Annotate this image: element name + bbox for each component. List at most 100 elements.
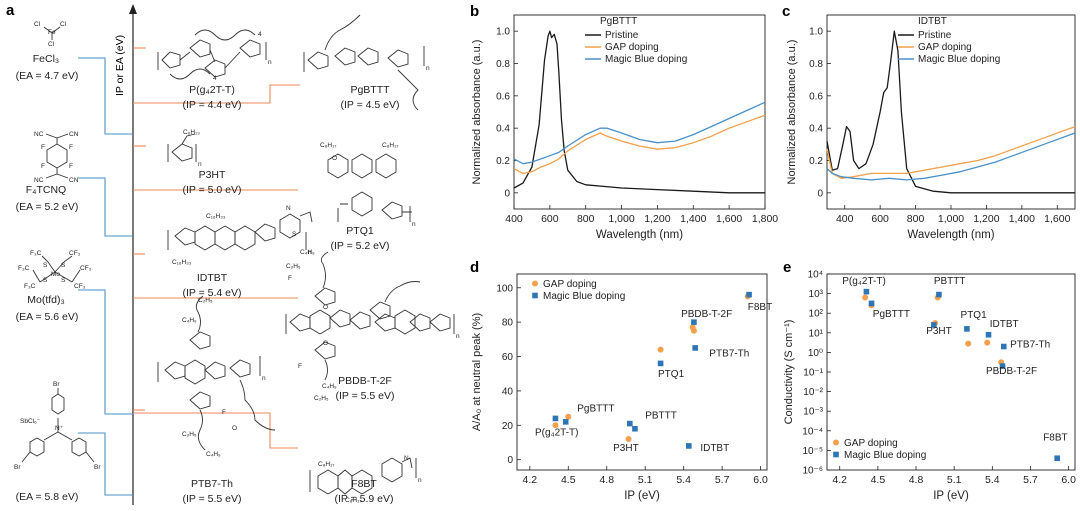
legend-entry: Pristine	[918, 30, 952, 41]
atom-label: S	[61, 277, 66, 284]
x-tick-label: 5.7	[1023, 474, 1038, 486]
dopant-name-fecl3: FeCl₃	[33, 53, 59, 65]
y-tick-label: 10⁻⁵	[802, 446, 823, 457]
legend-entry: Magic Blue doping	[844, 450, 926, 461]
panel-letters: b c d e	[470, 3, 791, 276]
data-point-magic-blue	[746, 291, 752, 298]
dopant-names: FeCl₃ (EA = 4.7 eV) F₄TCNQ (EA = 5.2 eV)…	[16, 53, 79, 503]
y-tick-label: 80	[502, 318, 514, 329]
atom-label: N⁺	[55, 425, 64, 432]
energy-axis-arrow	[129, 4, 137, 14]
dopant-atom-labels: Cl Cl Fe Cl NC CN NC CN F F F F F₃C CF₃ …	[14, 21, 101, 471]
atom-label: Br	[53, 381, 60, 388]
polymer-value-pbdbt2f: (IP = 5.5 eV)	[335, 390, 394, 402]
struct-label: N	[286, 205, 291, 212]
polymer-name-pbdbt2f: PBDB-T-2F	[338, 375, 392, 387]
atom-label: CF₃	[69, 250, 81, 257]
f8bt-structure	[309, 457, 417, 495]
series-line-magic-blue-doping	[513, 101, 766, 165]
motfd-structure	[32, 255, 81, 283]
x-tick-label: 400	[836, 213, 854, 225]
ip-level-ptb7-f8bt	[133, 412, 298, 449]
pgbttt-structure	[303, 14, 425, 111]
data-point-gap	[690, 327, 697, 334]
polymer-value-idtbt: (IP = 5.4 eV)	[182, 287, 241, 299]
plot-frame	[516, 273, 768, 471]
data-point-magic-blue	[999, 363, 1006, 369]
x-tick-label: 5.1	[947, 474, 962, 486]
y-axis-label: Conductivity (S cm⁻¹)	[783, 320, 795, 425]
struct-label: n	[412, 221, 416, 228]
struct-label: F	[222, 409, 226, 416]
x-tick-label: 400	[505, 213, 523, 225]
pg42tt-structure	[157, 29, 267, 80]
ea-level-motfd	[78, 289, 133, 415]
point-label: P(g₄2T-T)	[535, 428, 579, 439]
atom-label: Cl	[34, 21, 41, 28]
data-point-magic-blue	[936, 291, 942, 298]
x-tick-label: 1,600	[1044, 213, 1070, 225]
data-point-gap	[965, 340, 972, 347]
polymer-value-p3ht: (IP = 5.0 eV)	[182, 184, 241, 196]
panel-a-label: a	[6, 2, 15, 19]
polymer-structures	[157, 14, 455, 495]
chart-c-idtbt-absorbance: 400 600 800 1,000 1,200 1,400 1,600 0 0.2 0.4 0.6 0…	[786, 14, 1076, 241]
struct-label: n	[456, 333, 460, 340]
chart-title: IDTBT	[918, 16, 947, 27]
atom-label: F	[41, 163, 45, 170]
data-point-magic-blue	[562, 419, 569, 425]
y-tick-label: 0.8	[809, 59, 823, 70]
legend-entry: Pristine	[605, 30, 639, 41]
series-line-magic-blue-doping	[826, 132, 1076, 181]
y-tick-label: 1.0	[496, 27, 510, 38]
x-tick-label: 600	[541, 213, 559, 225]
series-line-pristine	[826, 30, 1075, 194]
polymer-names: P(g₄2T-T) (IP = 4.4 eV) PgBTTT (IP = 4.5…	[182, 84, 399, 505]
struct-label: n	[198, 161, 202, 168]
point-label: PTB7-Th	[1010, 340, 1050, 351]
atom-label: SbCl₆⁻	[20, 418, 41, 425]
y-tick-label: 1.0	[809, 27, 823, 38]
plot-frame	[513, 14, 766, 210]
data-point-gap	[565, 413, 572, 420]
y-tick-label: 0	[817, 188, 823, 199]
y-tick-label: 0	[507, 455, 513, 466]
point-label: PTQ1	[658, 369, 685, 380]
point-label: PTQ1	[961, 310, 988, 321]
struct-label: 4	[258, 31, 262, 38]
y-tick-label: 0.8	[496, 59, 510, 70]
struct-label: S	[292, 231, 297, 238]
atom-label: CF₃	[80, 265, 92, 272]
data-point-gap	[984, 339, 991, 346]
ptb7th-structure	[157, 295, 276, 451]
atom-label: S	[43, 262, 48, 269]
y-tick-label: 0.2	[809, 156, 823, 167]
x-tick-label: 1,200	[644, 213, 670, 225]
atom-label: F₃C	[30, 250, 42, 257]
panel-e-label: e	[783, 259, 791, 276]
y-tick-label: 0	[504, 188, 510, 199]
panel-b-label: b	[470, 3, 479, 20]
data-point-magic-blue	[552, 415, 559, 422]
chart-b-pgbttt-absorbance: 400 600 800 1,000 1,200 1,400 1,600 1,800 0 0.2 0.…	[471, 14, 778, 241]
panel-a: a IP or EA (eV)	[6, 2, 460, 505]
series-line-gap-doping	[826, 125, 1076, 179]
y-tick-label: 10⁻⁶	[802, 466, 823, 477]
struct-label: N	[404, 455, 409, 462]
struct-label: n	[426, 65, 430, 72]
idtbt-structure	[167, 211, 313, 251]
f4tcnq-structure	[45, 133, 69, 179]
atom-label: Cl	[48, 41, 55, 48]
point-label: F8BT	[748, 302, 772, 313]
struct-label: C₄H₉	[300, 249, 315, 256]
p3ht-structure	[167, 133, 197, 162]
x-tick-label: 6.0	[753, 474, 768, 486]
dopant-value-magicblue: (EA = 5.8 eV)	[16, 491, 79, 503]
fecl3-structure	[43, 26, 61, 40]
x-tick-label: 5.4	[676, 474, 691, 486]
data-point-gap	[657, 346, 664, 353]
struct-label: n	[308, 249, 312, 256]
polymer-name-pgbttt: PgBTTT	[350, 84, 390, 96]
x-tick-label: 6.0	[1061, 474, 1076, 486]
legend-entry: GAP doping	[605, 42, 659, 53]
